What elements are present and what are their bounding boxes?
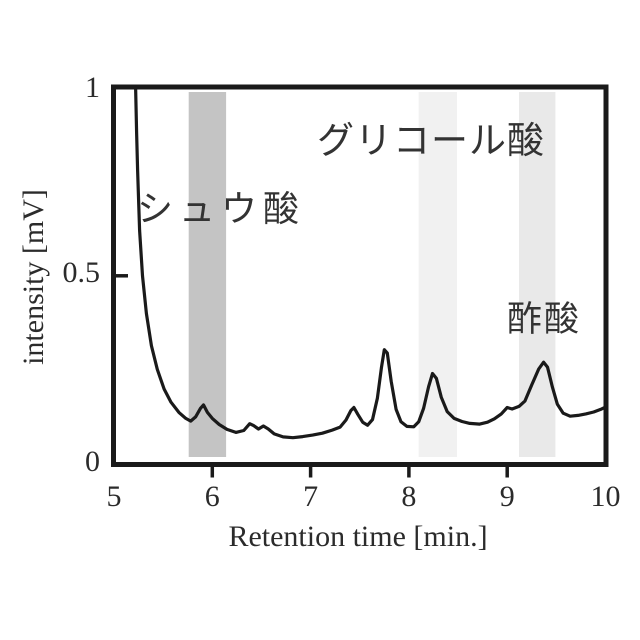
y-tick-label: 0.5 [62,255,101,289]
highlight-band-acetic-acid [519,92,556,457]
peak-label-oxalic-acid: シュウ酸 [137,189,306,230]
x-tick-label: 5 [106,480,122,513]
x-tick-label: 10 [590,480,621,513]
x-tick-label: 6 [204,480,220,513]
peak-label-glycolic-acid: グリコール酸 [317,119,545,162]
highlight-band-oxalic-acid [188,92,227,457]
y-tick-label: 1 [85,71,100,104]
y-axis-title: intensity [mV] [17,189,50,365]
x-tick-label: 9 [499,480,515,513]
plot-border [111,84,609,467]
x-axis-title: Retention time [min.] [228,520,488,553]
peak-label-acetic-acid: 酢酸 [507,300,582,340]
x-tick-label: 7 [303,480,319,513]
y-tick-label: 0 [85,444,100,478]
signal-trace [134,85,608,440]
x-tick-label: 8 [401,480,417,513]
